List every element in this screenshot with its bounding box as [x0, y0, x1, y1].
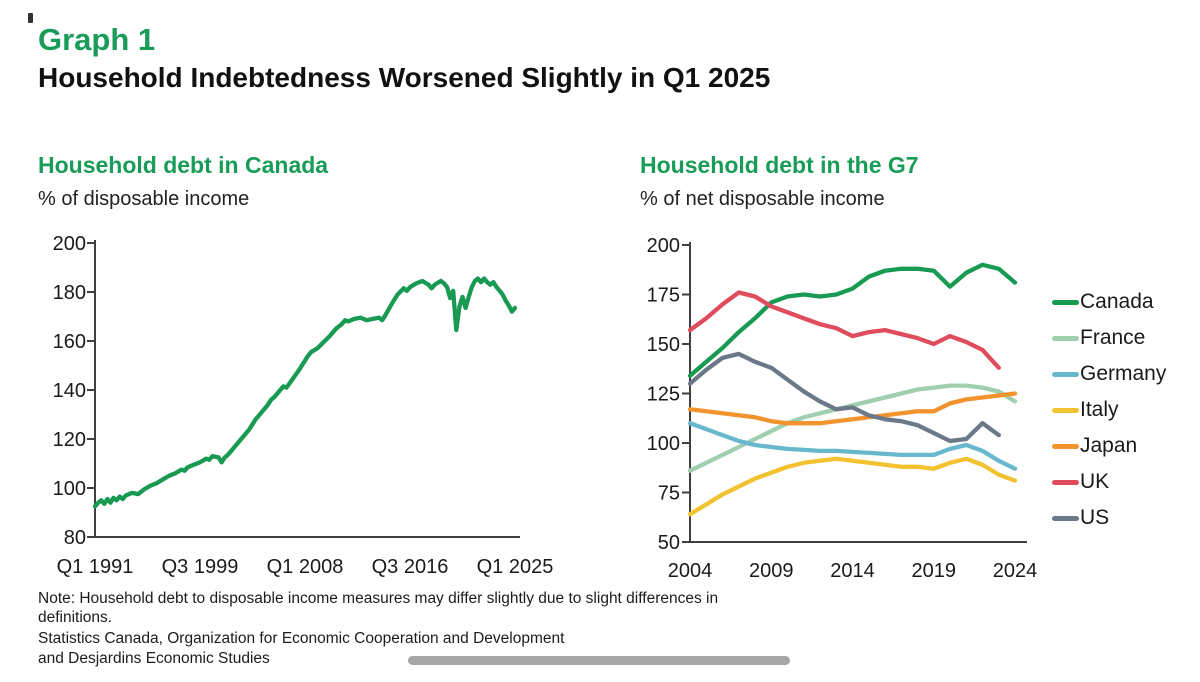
- series-line-italy: [687, 456, 1018, 517]
- y-tick-label: 75: [658, 483, 680, 505]
- canada-chart-units-label: % of disposable income: [38, 188, 250, 210]
- legend-label-japan: Japan: [1080, 434, 1138, 457]
- y-tick-label: 80: [64, 527, 86, 549]
- footnote-sources: Statistics Canada, Organization for Econ…: [38, 629, 564, 669]
- legend-item-us: US: [1052, 500, 1166, 536]
- legend-swatch-germany: [1052, 371, 1079, 377]
- legend-swatch-us: [1052, 515, 1079, 521]
- legend-item-japan: Japan: [1052, 428, 1166, 464]
- legend-label-uk: UK: [1080, 470, 1110, 493]
- legend-item-italy: Italy: [1052, 392, 1166, 428]
- footnote-sources-line1: Statistics Canada, Organization for Econ…: [38, 630, 565, 647]
- legend-swatch-italy: [1052, 407, 1079, 413]
- x-tick-label: 2014: [830, 560, 875, 582]
- legend-swatch-uk: [1052, 479, 1079, 485]
- legend-label-germany: Germany: [1080, 362, 1167, 385]
- x-tick-label: 2009: [749, 560, 794, 582]
- x-tick-label: Q3 2016: [372, 556, 449, 578]
- legend-item-uk: UK: [1052, 464, 1166, 500]
- series-line-canada: [92, 276, 518, 509]
- canada-line-chart: 80 100 120 140 160 180 200 Q1 1991 Q3 1999 Q1 200…: [53, 233, 554, 578]
- x-tick-label: 2024: [993, 560, 1038, 582]
- series-line-canada: [687, 262, 1018, 378]
- g7-chart-legend: Canada France Germany Italy Japan UK US: [1052, 284, 1166, 536]
- x-tick-label: 2019: [912, 560, 957, 582]
- screenshot-artifact-mark: [28, 13, 33, 23]
- y-tick-label: 180: [53, 282, 86, 304]
- page-title: Household Indebtedness Worsened Slightly…: [38, 62, 771, 93]
- legend-label-us: US: [1080, 506, 1110, 529]
- legend-swatch-japan: [1052, 443, 1079, 449]
- x-tick-label: Q1 1991: [57, 556, 134, 578]
- footnote-note-line1: Note: Household debt to disposable incom…: [38, 590, 719, 607]
- legend-label-italy: Italy: [1080, 398, 1119, 421]
- y-tick-label: 160: [53, 331, 86, 353]
- y-tick-label: 200: [647, 235, 680, 257]
- scrollbar-thumb[interactable]: [408, 656, 790, 665]
- canada-chart-title: Household debt in Canada: [38, 152, 329, 178]
- g7-chart-units-label: % of net disposable income: [640, 188, 885, 210]
- y-tick-label: 100: [53, 478, 86, 500]
- g7-line-chart: 50 75 100 125 150 175 200 2004 2009 2014 2019 2024: [647, 235, 1038, 582]
- x-tick-label: Q1 2008: [267, 556, 344, 578]
- legend-item-germany: Germany: [1052, 356, 1166, 392]
- y-tick-label: 150: [647, 334, 680, 356]
- series-line-germany: [687, 421, 1018, 471]
- legend-item-canada: Canada: [1052, 284, 1166, 320]
- g7-chart-title: Household debt in the G7: [640, 152, 919, 178]
- y-tick-label: 100: [647, 433, 680, 455]
- legend-swatch-canada: [1052, 299, 1079, 305]
- y-tick-label: 125: [647, 384, 680, 406]
- footnote-note-line2: definitions.: [38, 609, 113, 626]
- legend-swatch-france: [1052, 335, 1079, 341]
- y-tick-label: 175: [647, 285, 680, 307]
- legend-label-canada: Canada: [1080, 290, 1154, 313]
- y-tick-label: 50: [658, 532, 680, 554]
- x-tick-label: Q3 1999: [162, 556, 239, 578]
- x-tick-label: 2004: [668, 560, 713, 582]
- footnote-sources-line2: and Desjardins Economic Studies: [38, 650, 270, 667]
- x-tick-label: Q1 2025: [477, 556, 554, 578]
- series-line-uk: [687, 290, 1001, 370]
- series-line-japan: [687, 391, 1018, 426]
- footnote-note: Note: Household debt to disposable incom…: [38, 589, 718, 627]
- legend-label-france: France: [1080, 326, 1146, 349]
- y-tick-label: 200: [53, 233, 86, 255]
- series-line-us: [687, 351, 1001, 444]
- y-tick-label: 120: [53, 429, 86, 451]
- y-tick-label: 140: [53, 380, 86, 402]
- graph-number-kicker: Graph 1: [38, 22, 156, 57]
- legend-item-france: France: [1052, 320, 1166, 356]
